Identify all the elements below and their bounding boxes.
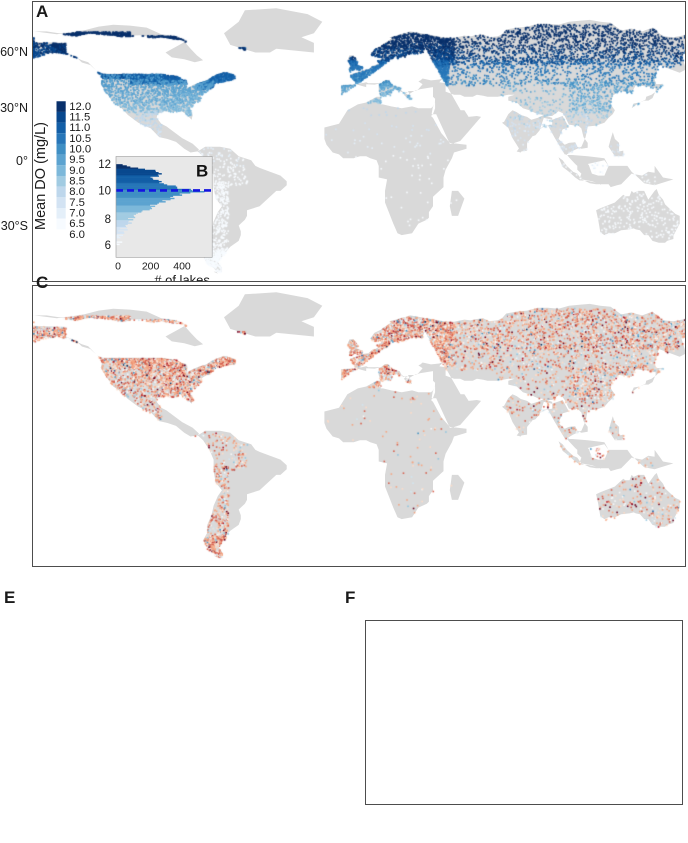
svg-text:6: 6: [105, 240, 111, 252]
svg-text:200: 200: [142, 260, 160, 272]
svg-text:# of lakes: # of lakes: [154, 272, 210, 282]
svg-text:0: 0: [115, 260, 121, 272]
svg-text:400: 400: [173, 260, 191, 272]
svg-text:8: 8: [105, 214, 111, 226]
svg-text:10: 10: [98, 185, 111, 197]
svg-text:12: 12: [98, 159, 111, 171]
svg-text:6.0: 6.0: [69, 229, 85, 241]
svg-text:B: B: [196, 162, 208, 181]
